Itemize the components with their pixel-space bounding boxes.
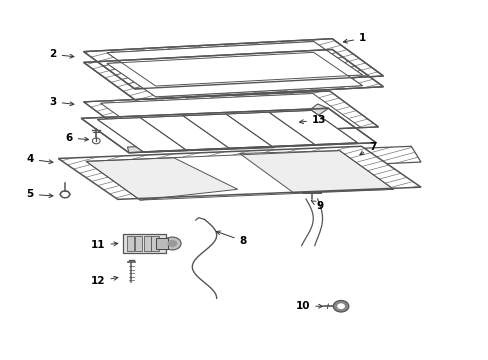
Polygon shape (97, 111, 357, 152)
Polygon shape (107, 41, 362, 86)
Text: 13: 13 (299, 115, 325, 125)
Text: 12: 12 (91, 276, 118, 286)
Polygon shape (86, 158, 237, 200)
Text: 10: 10 (295, 301, 322, 311)
Polygon shape (107, 52, 362, 97)
Text: 8: 8 (216, 231, 246, 246)
Text: 4: 4 (26, 154, 53, 164)
FancyBboxPatch shape (143, 236, 151, 251)
Circle shape (336, 303, 344, 309)
Polygon shape (81, 108, 375, 153)
Polygon shape (195, 146, 420, 171)
Polygon shape (101, 94, 360, 137)
Text: 9: 9 (311, 201, 323, 211)
Polygon shape (127, 104, 328, 153)
Polygon shape (101, 94, 360, 137)
FancyBboxPatch shape (127, 236, 134, 251)
FancyBboxPatch shape (122, 234, 165, 253)
Polygon shape (58, 146, 420, 199)
Circle shape (167, 240, 177, 247)
Text: 6: 6 (65, 133, 88, 143)
Circle shape (163, 237, 181, 250)
Text: 5: 5 (26, 189, 53, 199)
Polygon shape (239, 150, 393, 193)
Text: 3: 3 (49, 97, 74, 107)
FancyBboxPatch shape (135, 236, 142, 251)
Text: 1: 1 (343, 33, 366, 43)
Text: 11: 11 (91, 240, 118, 250)
Circle shape (332, 301, 348, 312)
FancyBboxPatch shape (156, 238, 167, 249)
Polygon shape (86, 150, 393, 200)
Polygon shape (107, 52, 362, 97)
Text: 7: 7 (359, 142, 375, 155)
FancyBboxPatch shape (151, 236, 158, 251)
Polygon shape (107, 41, 362, 86)
Text: 2: 2 (49, 49, 74, 59)
